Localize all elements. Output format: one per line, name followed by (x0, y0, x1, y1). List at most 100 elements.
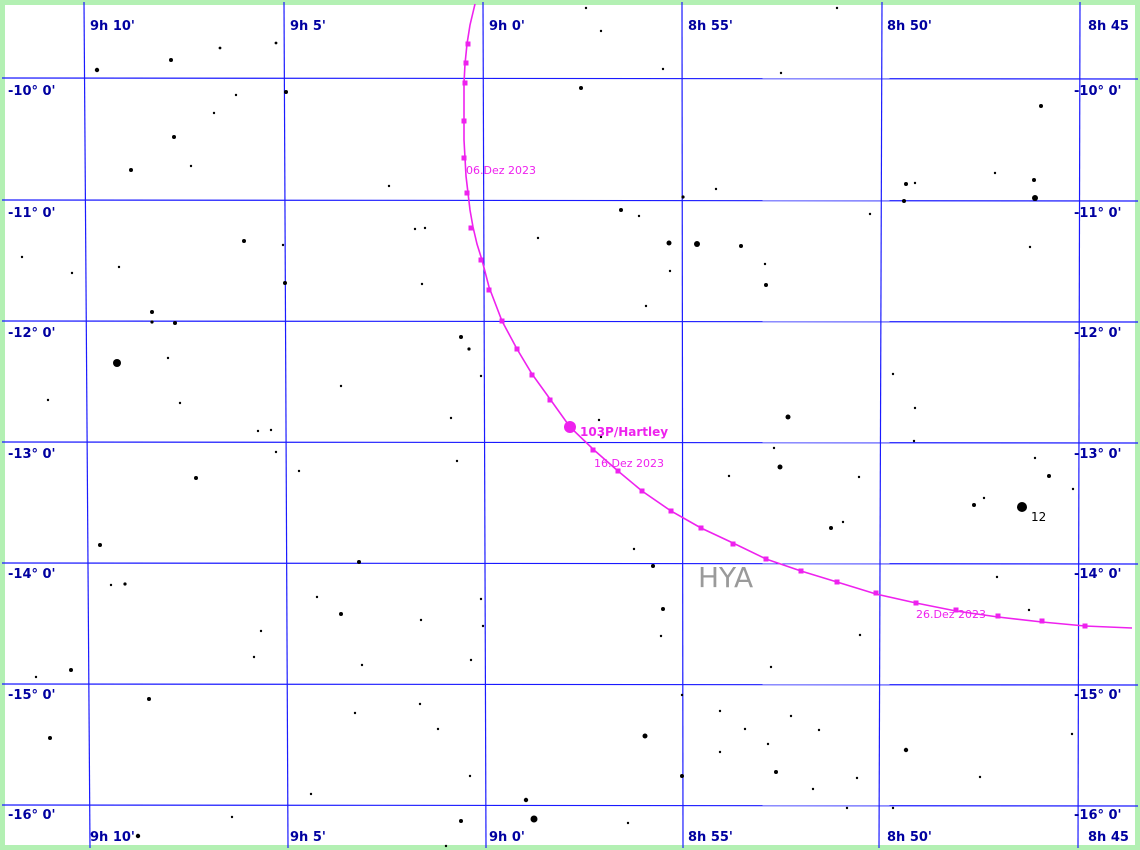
comet-name-label: 103P/Hartley (580, 425, 668, 439)
dec-label-right: -12° 0' (1074, 326, 1122, 341)
star (469, 658, 473, 662)
comet-track-point (478, 257, 484, 263)
star (234, 93, 238, 97)
star (94, 67, 100, 73)
star (1017, 502, 1027, 512)
star (789, 714, 793, 718)
star (387, 184, 391, 188)
constellation-label: HYA (698, 561, 753, 594)
comet-track-point (615, 468, 621, 474)
star (34, 675, 38, 679)
star (169, 58, 173, 62)
comet-track-point (873, 590, 879, 596)
dec-label-right: -11° 0' (1074, 206, 1122, 221)
star (420, 282, 424, 286)
dec-label-left: -14° 0' (8, 567, 56, 582)
star (817, 728, 821, 732)
star (481, 624, 485, 628)
star (315, 595, 319, 599)
star (913, 406, 917, 410)
comet-position-marker[interactable] (564, 421, 576, 433)
comet-track-point (499, 318, 505, 324)
star (739, 244, 743, 248)
star (668, 269, 672, 273)
star (651, 564, 655, 568)
star (644, 304, 648, 308)
star (714, 187, 718, 191)
star (259, 629, 263, 633)
star (891, 372, 895, 376)
star (269, 428, 273, 432)
star (178, 401, 182, 405)
star (1028, 245, 1032, 249)
star (468, 774, 472, 778)
comet-track-point (461, 155, 467, 161)
star (619, 208, 623, 212)
comet-track-point (465, 41, 471, 47)
star (523, 797, 529, 803)
star (661, 67, 665, 71)
star (597, 418, 601, 422)
star (903, 747, 909, 753)
comet-track-point (763, 556, 769, 562)
comet-track-point (798, 568, 804, 574)
star (637, 214, 641, 218)
star (46, 398, 50, 402)
star (632, 547, 636, 551)
star (868, 212, 872, 216)
star (779, 71, 783, 75)
star (274, 450, 278, 454)
star (69, 668, 73, 672)
star (212, 111, 216, 115)
star (1047, 474, 1051, 478)
star (444, 844, 448, 848)
star (147, 697, 151, 701)
star (599, 435, 603, 439)
star (769, 665, 773, 669)
star (360, 663, 364, 667)
right-ascension-line (482, 1, 487, 849)
declination-line (1, 441, 1139, 444)
star (978, 775, 982, 779)
star (357, 560, 361, 564)
dec-label-left: -15° 0' (8, 688, 56, 703)
star (418, 702, 422, 706)
star (339, 384, 343, 388)
star (1032, 178, 1036, 182)
star (659, 634, 663, 638)
star (681, 195, 685, 199)
star (718, 750, 722, 754)
star (20, 255, 24, 259)
star (117, 265, 121, 269)
star (436, 727, 440, 731)
star (857, 475, 861, 479)
star (109, 583, 113, 587)
comet-track-point (834, 579, 840, 585)
declination-line (1, 804, 1139, 807)
star (584, 6, 588, 10)
star (423, 226, 427, 230)
star (811, 787, 815, 791)
star (993, 171, 997, 175)
ra-label-bottom: 9h 5' (290, 830, 326, 845)
star (1070, 732, 1074, 736)
star (281, 243, 285, 247)
star (766, 742, 770, 746)
comet-track-point (464, 190, 470, 196)
comet-track-point (468, 225, 474, 231)
declination-line (1, 199, 1139, 202)
star-field (20, 6, 1075, 848)
ra-label-bottom: 8h 55' (688, 830, 733, 845)
date-label: 06.Dez 2023 (466, 164, 536, 177)
right-ascension-line (283, 1, 289, 849)
dec-label-right: -13° 0' (1074, 447, 1122, 462)
ra-label-top: 9h 10' (90, 19, 135, 34)
star (718, 709, 722, 713)
star (230, 815, 234, 819)
star (150, 310, 154, 314)
dec-label-left: -11° 0' (8, 206, 56, 221)
star (694, 241, 700, 247)
star (727, 474, 731, 478)
star (449, 416, 453, 420)
